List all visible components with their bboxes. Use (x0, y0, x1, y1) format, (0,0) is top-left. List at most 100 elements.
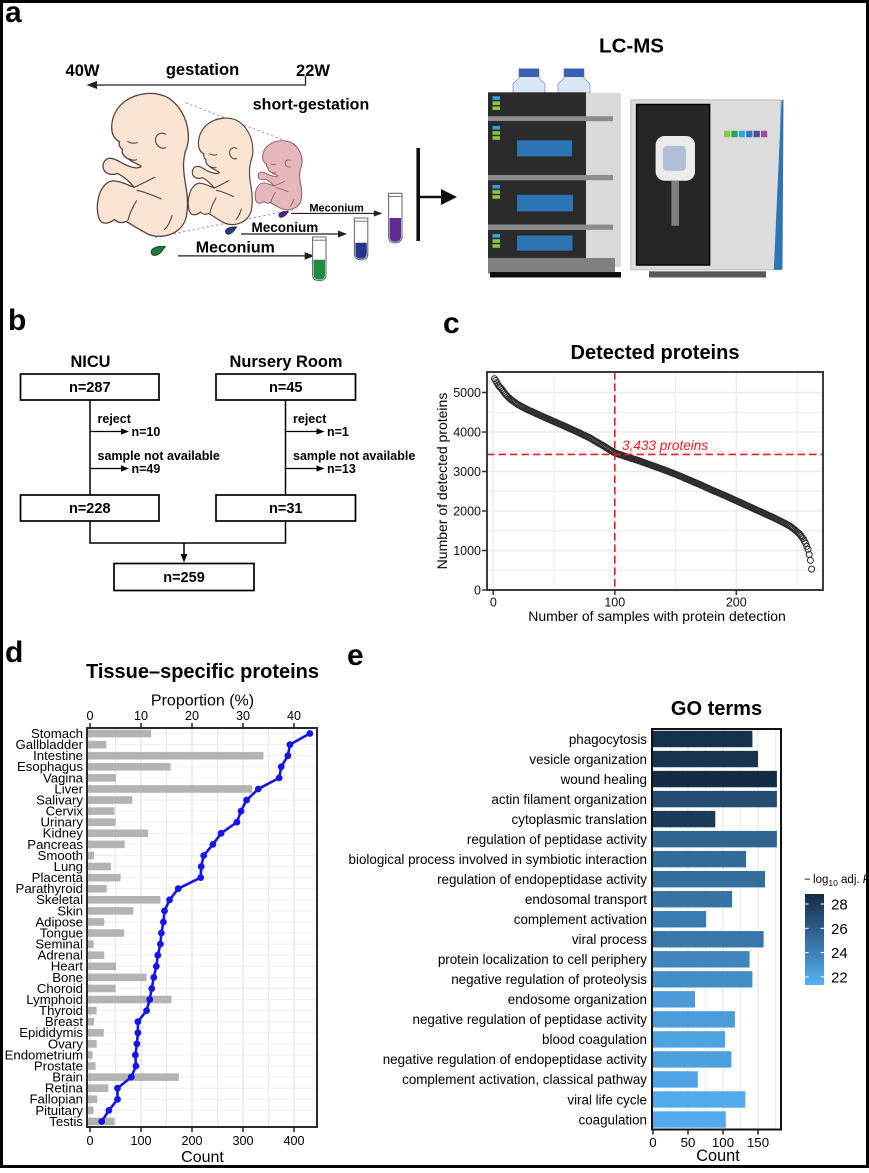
svg-text:Brain: Brain (52, 1070, 83, 1085)
svg-text:0: 0 (649, 1135, 656, 1150)
svg-text:Count: Count (696, 1147, 740, 1165)
svg-text:Choroid: Choroid (37, 981, 83, 996)
svg-text:Gallbladder: Gallbladder (16, 737, 84, 752)
svg-text:0: 0 (86, 709, 93, 723)
svg-text:reject: reject (98, 412, 132, 426)
svg-text:regulation of peptidase activi: regulation of peptidase activity (467, 832, 647, 847)
svg-text:2000: 2000 (453, 505, 481, 519)
svg-text:b: b (8, 304, 26, 337)
svg-text:Cervix: Cervix (46, 804, 84, 819)
svg-text:22: 22 (831, 969, 848, 986)
svg-text:100: 100 (130, 1134, 151, 1148)
svg-text:Salivary: Salivary (36, 792, 83, 807)
svg-text:Fallopian: Fallopian (29, 1092, 83, 1107)
svg-text:n=13: n=13 (327, 462, 356, 476)
svg-text:3,433 proteins: 3,433 proteins (622, 438, 708, 453)
svg-text:Lung: Lung (54, 859, 83, 874)
svg-text:Smooth: Smooth (38, 848, 83, 863)
svg-text:n=31: n=31 (269, 501, 302, 517)
svg-text:negative regulation of peptida: negative regulation of peptidase activit… (413, 1012, 648, 1027)
svg-text:26: 26 (831, 921, 848, 938)
svg-text:sample not available: sample not available (293, 449, 415, 463)
svg-text:0: 0 (474, 584, 481, 598)
svg-text:40W: 40W (66, 62, 100, 80)
svg-text:regulation of endopeptidase ac: regulation of endopeptidase activity (437, 872, 647, 887)
svg-text:LC-MS: LC-MS (599, 34, 664, 57)
svg-text:Lymphoid: Lymphoid (26, 992, 83, 1007)
svg-text:negative regulation of proteol: negative regulation of proteolysis (451, 972, 647, 987)
svg-text:300: 300 (232, 1134, 253, 1148)
svg-text:Tongue: Tongue (40, 925, 83, 940)
svg-text:4000: 4000 (453, 426, 481, 440)
svg-text:GO terms: GO terms (671, 698, 762, 720)
svg-text:200: 200 (726, 596, 747, 610)
svg-text:phagocytosis: phagocytosis (569, 732, 647, 747)
svg-text:Retina: Retina (45, 1081, 84, 1096)
svg-text:100: 100 (712, 1135, 734, 1150)
svg-text:a: a (5, 0, 22, 29)
svg-text:reject: reject (293, 412, 327, 426)
svg-text:400: 400 (283, 1134, 304, 1148)
svg-text:n=49: n=49 (132, 462, 161, 476)
svg-text:short-gestation: short-gestation (253, 97, 369, 114)
svg-text:n=1: n=1 (327, 425, 349, 439)
svg-text:n=259: n=259 (163, 570, 205, 586)
svg-text:Placenta: Placenta (32, 870, 84, 885)
svg-text:viral life cycle: viral life cycle (567, 1092, 647, 1107)
svg-text:30: 30 (236, 709, 250, 723)
svg-text:24: 24 (831, 945, 848, 962)
svg-text:Testis: Testis (49, 1114, 83, 1129)
svg-text:wound healing: wound healing (560, 772, 647, 787)
svg-text:Heart: Heart (51, 959, 84, 974)
svg-text:complement activation: complement activation (514, 912, 647, 927)
svg-text:Pancreas: Pancreas (27, 837, 83, 852)
svg-text:Breast: Breast (45, 1014, 83, 1029)
svg-text:50: 50 (681, 1135, 696, 1150)
svg-text:Number of detected proteins: Number of detected proteins (434, 393, 450, 570)
svg-text:Count: Count (181, 1149, 224, 1166)
svg-text:n=45: n=45 (269, 380, 302, 396)
svg-text:20: 20 (185, 709, 199, 723)
svg-text:blood coagulation: blood coagulation (542, 1032, 647, 1047)
svg-text:22W: 22W (296, 62, 330, 80)
svg-text:Nursery Room: Nursery Room (230, 353, 343, 371)
svg-text:Prostate: Prostate (34, 1058, 83, 1073)
svg-text:cytoplasmic translation: cytoplasmic translation (512, 812, 647, 827)
svg-text:Stomach: Stomach (31, 726, 83, 741)
svg-text:complement activation, classic: complement activation, classical pathway (402, 1072, 647, 1087)
svg-text:Meconium: Meconium (196, 240, 275, 257)
svg-text:40: 40 (287, 709, 301, 723)
svg-text:10: 10 (134, 709, 148, 723)
svg-text:gestation: gestation (166, 61, 239, 79)
svg-text:protein localization to cell p: protein localization to cell periphery (438, 952, 647, 967)
svg-text:viral process: viral process (572, 932, 647, 947)
svg-text:Detected proteins: Detected proteins (571, 342, 740, 364)
svg-text:actin filament organization: actin filament organization (491, 792, 647, 807)
svg-text:200: 200 (181, 1134, 202, 1148)
svg-text:Meconium: Meconium (309, 203, 364, 215)
svg-text:Skeletal: Skeletal (36, 892, 83, 907)
svg-text:endosome organization: endosome organization (508, 992, 647, 1007)
svg-text:28: 28 (831, 897, 848, 914)
svg-text:Pituitary: Pituitary (35, 1103, 83, 1118)
svg-text:Proportion (%): Proportion (%) (151, 693, 254, 710)
svg-text:Thyroid: Thyroid (39, 1003, 83, 1018)
svg-text:100: 100 (604, 596, 625, 610)
svg-text:Vagina: Vagina (43, 770, 84, 785)
svg-text:Esophagus: Esophagus (17, 759, 83, 774)
svg-text:0: 0 (86, 1134, 93, 1148)
svg-text:Seminal: Seminal (35, 937, 83, 952)
svg-text:5000: 5000 (453, 386, 481, 400)
svg-text:biological process involved in: biological process involved in symbiotic… (349, 852, 647, 867)
svg-text:1000: 1000 (453, 544, 481, 558)
svg-text:Adipose: Adipose (35, 914, 83, 929)
svg-text:n=10: n=10 (132, 425, 161, 439)
svg-text:Tissue–specific proteins: Tissue–specific proteins (86, 661, 319, 683)
svg-text:Parathyroid: Parathyroid (16, 881, 83, 896)
svg-text:Skin: Skin (57, 903, 83, 918)
svg-text:Meconium: Meconium (252, 220, 319, 235)
svg-text:150: 150 (747, 1135, 769, 1150)
svg-text:Urinary: Urinary (41, 815, 84, 830)
svg-text:Ovary: Ovary (48, 1036, 84, 1051)
svg-text:endosomal transport: endosomal transport (525, 892, 647, 907)
